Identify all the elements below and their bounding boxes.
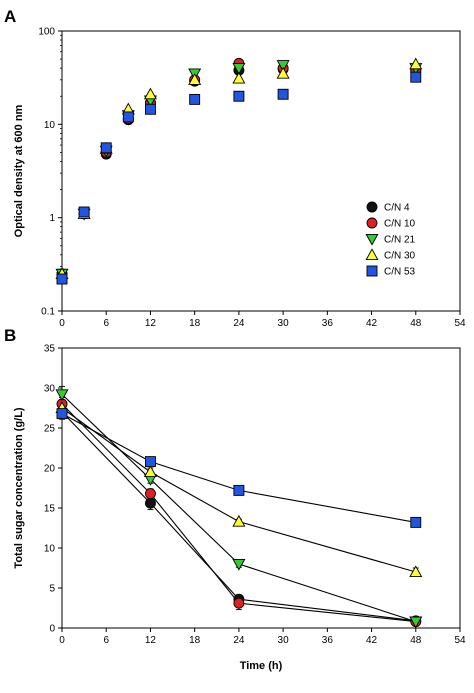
panel-b-x-tick-label: 30 xyxy=(278,635,290,646)
legend-label-c-n-21: C/N 21 xyxy=(384,235,416,246)
panel-b-plot-frame xyxy=(61,347,461,629)
panel-a-point-c-n-53 xyxy=(410,71,422,83)
panel-a-x-tick-label: 12 xyxy=(145,318,157,329)
legend-label-c-n-4: C/N 4 xyxy=(384,203,410,214)
panel-a-legend: C/N 4 C/N 10 C/N 21 C/N 30 C/N 53 xyxy=(365,201,416,278)
panel-a-point-c-n-53 xyxy=(78,206,90,218)
panel-b-line-c-n-21 xyxy=(61,394,416,623)
panel-b-x-tick-label: 36 xyxy=(322,635,334,646)
panel-b-point-c-n-53 xyxy=(233,484,245,496)
panel-a-x-tick-label: 18 xyxy=(189,318,201,329)
panel-b-x-tick-label: 12 xyxy=(145,635,157,646)
panel-b-point-c-n-30 xyxy=(232,514,246,527)
panel-b-y-ticks: 0 5 10 15 20 25 30 35 xyxy=(44,344,62,635)
panel-b-point-c-n-4 xyxy=(144,497,156,509)
panel-b-line-c-n-53 xyxy=(61,413,416,523)
panel-a-point-c-n-53 xyxy=(277,88,289,100)
panel-a-x-tick-label: 30 xyxy=(278,318,290,329)
panel-a-point-c-n-21 xyxy=(232,63,246,75)
panel-b-x-tick-label: 42 xyxy=(366,635,378,646)
panel-a-x-tick-label: 0 xyxy=(59,318,65,329)
panel-a-letter: A xyxy=(4,7,16,26)
panel-a-x-tick-label: 42 xyxy=(366,318,378,329)
panel-a-x-tick-label: 48 xyxy=(410,318,422,329)
panel-a-y-tick-label: 100 xyxy=(38,27,55,38)
panel-b-point-c-n-10 xyxy=(233,597,245,609)
panel-a-point-c-n-30 xyxy=(143,87,157,100)
panel-b-x-tick-label: 18 xyxy=(189,635,201,646)
legend-symbol-c-n-4 xyxy=(366,201,378,213)
legend-label-c-n-30: C/N 30 xyxy=(384,251,416,262)
panel-b-line-c-n-4 xyxy=(61,411,416,622)
panel-b-x-tick-label: 0 xyxy=(59,635,65,646)
panel-a-y-tick-label: 0.1 xyxy=(41,307,55,318)
legend-symbol-c-n-53 xyxy=(366,265,378,277)
panel-a-x-tick-label: 54 xyxy=(454,318,466,329)
panel-b-marks xyxy=(55,389,423,629)
panel-a-x-tick-label: 36 xyxy=(322,318,334,329)
panel-b-x-tick-label: 48 xyxy=(410,635,422,646)
panel-b-y-axis-title: Total sugar concentration (g/L) xyxy=(13,407,25,568)
panel-b-x-ticks: 0 6 12 18 24 30 36 42 48 54 xyxy=(59,628,466,646)
panel-a-x-tick-label: 6 xyxy=(103,318,109,329)
panel-b-point-c-n-53 xyxy=(56,408,68,420)
panel-a-point-c-n-30 xyxy=(409,57,423,70)
panel-a-point-c-n-30 xyxy=(276,66,290,79)
panel-a-point-c-n-21 xyxy=(276,60,290,72)
panel-a-y-ticks: 0.1 1 10 100 xyxy=(38,27,62,318)
panel-b-point-c-n-53 xyxy=(410,516,422,528)
panel-b-x-tick-label: 24 xyxy=(233,635,245,646)
panel-a-y-tick-label: 1 xyxy=(49,213,55,224)
panel-a-point-c-n-53 xyxy=(189,93,201,105)
legend-label-c-n-10: C/N 10 xyxy=(384,219,416,230)
panel-a-x-ticks: 0 6 12 18 24 30 36 42 48 54 xyxy=(59,311,466,329)
panel-b-y-tick-label: 25 xyxy=(44,424,56,435)
panel-b-x-axis-title: Time (h) xyxy=(240,660,283,672)
panel-b-letter: B xyxy=(4,326,16,345)
panel-b-y-tick-label: 5 xyxy=(49,584,55,595)
panel-a-y-axis-title: Optical density at 600 nm xyxy=(13,104,25,237)
panel-a-point-c-n-53 xyxy=(122,111,134,123)
panel-b-line-c-n-30 xyxy=(61,407,416,573)
panel-b-y-tick-label: 20 xyxy=(44,464,56,475)
panel-b-y-tick-label: 15 xyxy=(44,504,56,515)
panel-b-y-tick-label: 35 xyxy=(44,344,56,355)
panel-a-point-c-n-53 xyxy=(100,142,112,154)
panel-b-y-tick-label: 30 xyxy=(44,384,56,395)
panel-b-point-c-n-53 xyxy=(144,456,156,468)
panel-b-point-c-n-21 xyxy=(55,389,69,402)
panel-b-point-c-n-10 xyxy=(144,488,156,500)
legend-symbol-c-n-30 xyxy=(365,248,379,261)
panel-a: A Optical density at 600 nm 0 6 12 18 24 30 36… xyxy=(4,7,466,329)
panel-b-y-tick-label: 10 xyxy=(44,544,56,555)
panel-a-marks xyxy=(55,57,423,285)
panel-a-point-c-n-53 xyxy=(56,273,68,285)
panel-b-point-c-n-21 xyxy=(409,616,423,629)
legend-label-c-n-53: C/N 53 xyxy=(384,267,416,278)
legend-symbol-c-n-10 xyxy=(366,217,378,229)
panel-b-point-c-n-30 xyxy=(143,465,157,478)
panel-b-lines xyxy=(59,385,419,626)
panel-a-x-tick-label: 24 xyxy=(233,318,245,329)
panel-a-point-c-n-53 xyxy=(144,103,156,115)
panel-a-point-c-n-53 xyxy=(233,90,245,102)
panel-b-y-tick-label: 0 xyxy=(49,624,55,635)
panel-a-plot-frame xyxy=(61,30,461,312)
panel-b-x-tick-label: 6 xyxy=(103,635,109,646)
panel-b: B Total sugar concentration (g/L) Time (… xyxy=(4,326,466,672)
panel-b-x-tick-label: 54 xyxy=(454,635,466,646)
panel-a-point-c-n-30 xyxy=(232,71,246,84)
panel-a-y-tick-label: 10 xyxy=(44,120,56,131)
panel-b-line-c-n-10 xyxy=(61,403,416,623)
legend-symbol-c-n-21 xyxy=(365,233,379,246)
panel-b-point-c-n-30 xyxy=(409,565,423,578)
panel-a-point-c-n-30 xyxy=(188,73,202,85)
panel-b-point-c-n-21 xyxy=(232,558,246,571)
